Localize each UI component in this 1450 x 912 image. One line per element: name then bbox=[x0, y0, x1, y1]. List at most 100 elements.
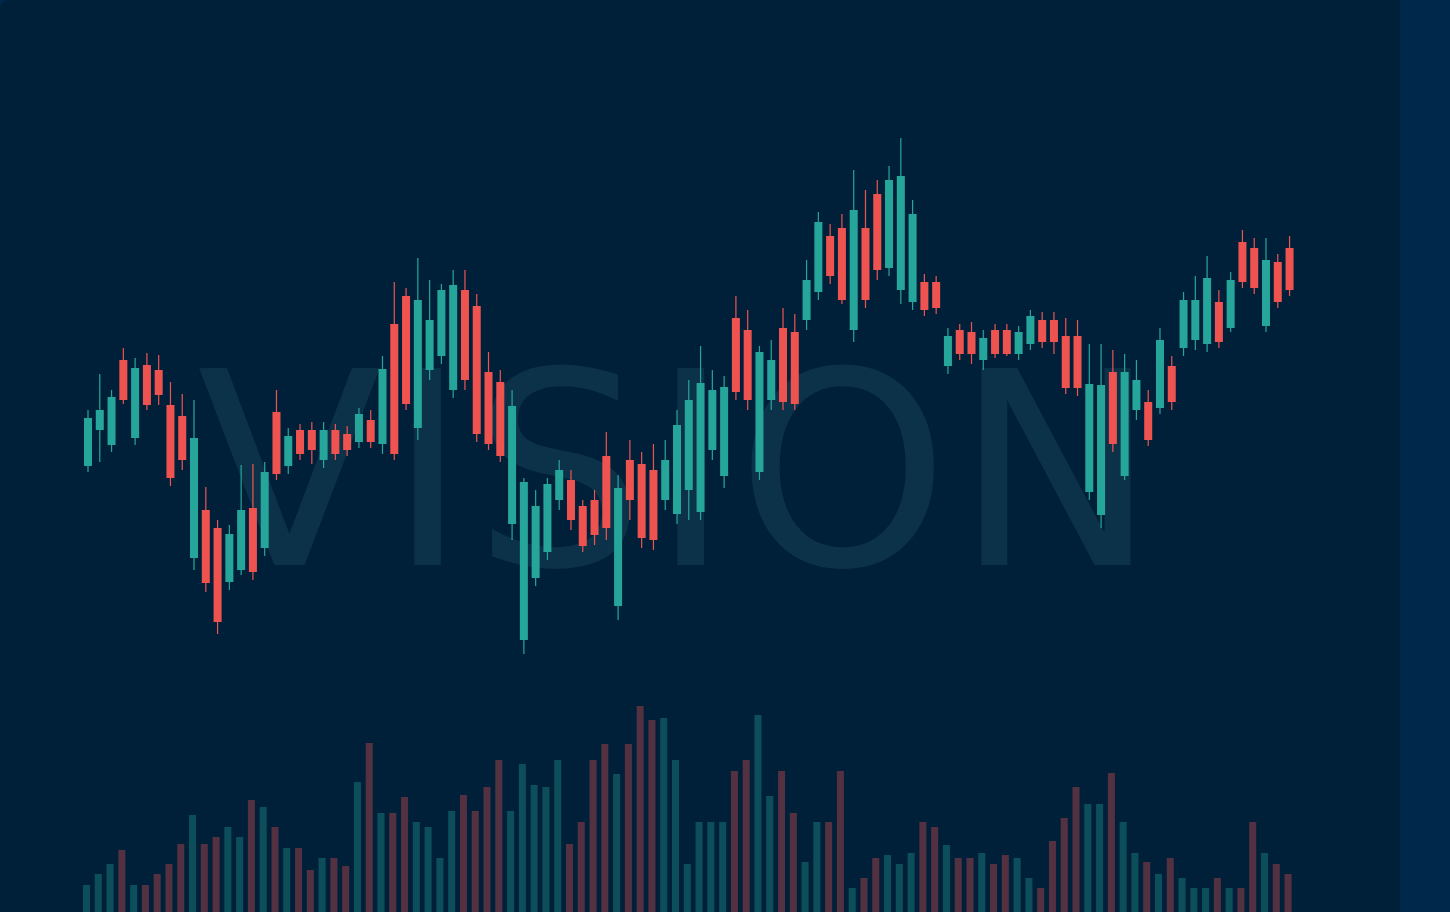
candle-body bbox=[390, 324, 399, 454]
volume-bar bbox=[601, 744, 609, 912]
candle-body bbox=[272, 412, 281, 474]
candle-body bbox=[967, 332, 976, 354]
candle-body bbox=[296, 430, 305, 454]
volume-bar bbox=[224, 827, 232, 912]
volume-bar bbox=[1249, 822, 1257, 912]
volume-bar bbox=[860, 878, 868, 912]
volume-bar bbox=[459, 795, 467, 912]
candle-body bbox=[979, 338, 988, 360]
candle-body bbox=[578, 506, 587, 546]
volume-bar bbox=[895, 864, 903, 912]
volume-bar bbox=[825, 822, 833, 912]
candle-body bbox=[1132, 380, 1141, 410]
candle-body bbox=[319, 430, 328, 460]
volume-bar bbox=[766, 796, 774, 912]
volume-bar bbox=[1261, 853, 1268, 912]
candle-body bbox=[673, 425, 681, 514]
volume-bar bbox=[118, 850, 126, 912]
candle-body bbox=[1155, 340, 1164, 408]
volume-bar bbox=[589, 760, 597, 912]
candle-body bbox=[1179, 300, 1188, 348]
candle-body bbox=[1273, 262, 1282, 302]
candle-body bbox=[190, 438, 199, 558]
volume-bar bbox=[483, 787, 491, 912]
volume-bar bbox=[966, 858, 974, 912]
candle-body bbox=[472, 306, 481, 434]
volume-bar bbox=[789, 813, 797, 912]
candle-body bbox=[849, 210, 858, 330]
candle-body bbox=[1226, 280, 1235, 328]
candle-layer bbox=[84, 138, 1294, 654]
volume-bar bbox=[754, 715, 762, 912]
volume-bar bbox=[1037, 888, 1045, 912]
candle-body bbox=[142, 365, 151, 405]
candle-body bbox=[1285, 248, 1294, 290]
candle-body bbox=[590, 500, 599, 535]
candle-body bbox=[84, 418, 92, 466]
volume-bar bbox=[1202, 888, 1210, 912]
candle-body bbox=[166, 405, 175, 478]
candle-body bbox=[708, 390, 717, 450]
candle-body bbox=[920, 282, 929, 310]
volume-bar bbox=[1178, 878, 1186, 912]
candle-body bbox=[566, 480, 575, 520]
volume-bar bbox=[365, 743, 373, 912]
candle-body bbox=[649, 470, 658, 540]
candle-body bbox=[1191, 300, 1200, 340]
candle-body bbox=[402, 296, 411, 404]
volume-bar bbox=[1154, 874, 1162, 912]
candle-body bbox=[519, 482, 528, 640]
volume-bar bbox=[978, 853, 986, 912]
volume-bar bbox=[954, 858, 962, 912]
volume-bar bbox=[259, 807, 267, 912]
volume-bar bbox=[342, 866, 350, 912]
candle-body bbox=[790, 332, 799, 404]
volume-bar bbox=[648, 720, 656, 912]
candle-body bbox=[614, 488, 623, 606]
volume-bar bbox=[141, 885, 149, 912]
volume-bar bbox=[412, 822, 420, 912]
candle-body bbox=[437, 290, 446, 356]
candle-body bbox=[873, 194, 882, 270]
volume-bar bbox=[247, 800, 255, 912]
volume-bar bbox=[389, 813, 397, 912]
volume-bar bbox=[1072, 787, 1080, 912]
volume-bar bbox=[683, 864, 691, 912]
candle-body bbox=[837, 228, 846, 300]
volume-bar bbox=[271, 827, 279, 912]
candle-body bbox=[1108, 372, 1117, 444]
volume-bar bbox=[565, 844, 573, 912]
candle-body bbox=[284, 436, 293, 466]
candle-body bbox=[248, 508, 257, 572]
candle-body bbox=[178, 416, 187, 460]
volume-bar bbox=[990, 864, 998, 912]
volume-bar bbox=[165, 864, 173, 912]
candle-body bbox=[696, 383, 705, 512]
volume-bar bbox=[1272, 864, 1280, 912]
candle-body bbox=[449, 285, 458, 390]
candle-body bbox=[508, 406, 517, 524]
candle-body bbox=[684, 400, 693, 490]
volume-bar bbox=[1013, 858, 1021, 912]
volume-bar bbox=[106, 864, 114, 912]
candle-body bbox=[767, 360, 776, 400]
volume-bar bbox=[719, 822, 727, 912]
candle-body bbox=[260, 472, 269, 548]
candle-body bbox=[896, 176, 905, 290]
volume-bar bbox=[353, 782, 361, 912]
volume-bar bbox=[318, 858, 326, 912]
volume-bar bbox=[1060, 818, 1068, 912]
volume-bar bbox=[907, 853, 915, 912]
candle-body bbox=[943, 336, 952, 366]
volume-bar bbox=[295, 848, 303, 912]
volume-bar bbox=[1143, 862, 1151, 912]
volume-bar bbox=[554, 760, 562, 912]
candle-body bbox=[1002, 330, 1011, 354]
volume-bar bbox=[1107, 773, 1115, 912]
volume-bar bbox=[471, 811, 479, 912]
volume-bar bbox=[130, 885, 138, 912]
candle-body bbox=[331, 430, 340, 454]
volume-bar bbox=[931, 827, 939, 912]
candle-body bbox=[779, 328, 788, 402]
